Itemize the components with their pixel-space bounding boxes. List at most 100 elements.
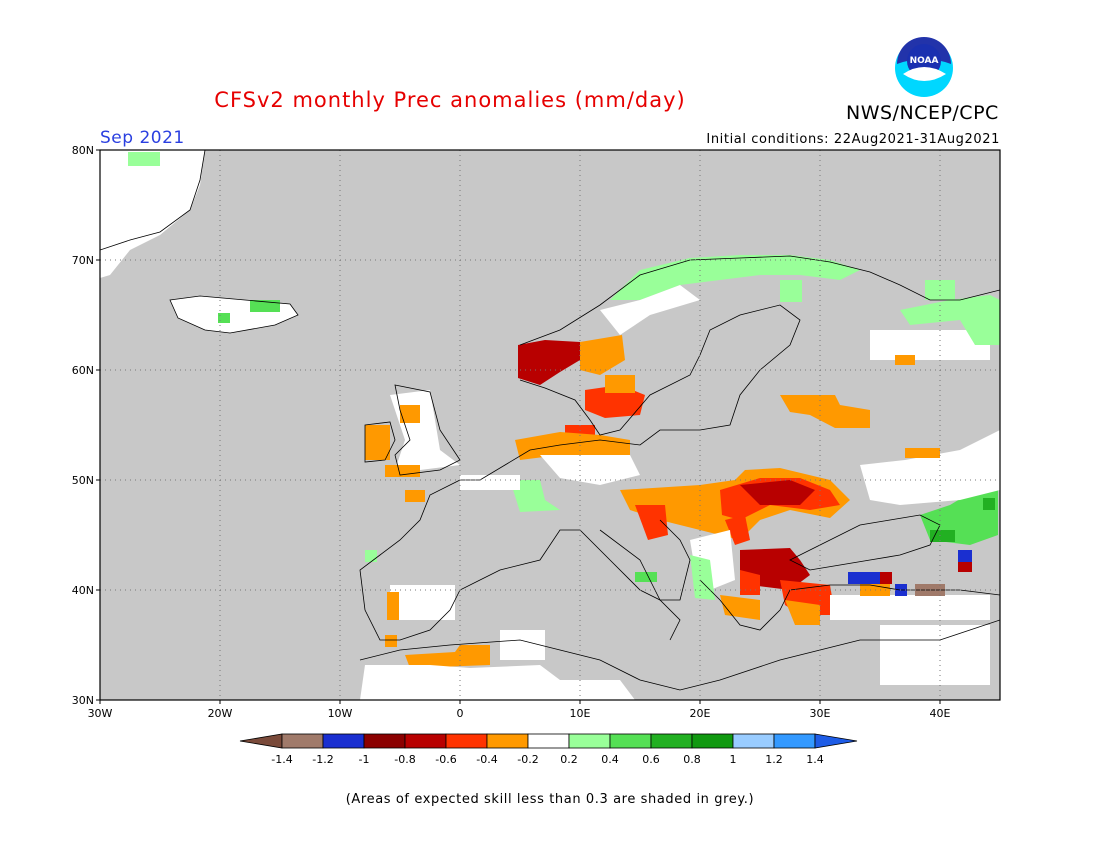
- caucasus-blue: [958, 550, 972, 562]
- lat-label: 70N: [72, 254, 94, 267]
- legend-colorbar: [239, 733, 858, 749]
- greece-orange: [720, 595, 760, 620]
- initial-conditions: Initial conditions: 22Aug2021-31Aug2021: [706, 132, 1000, 147]
- lon-label: 20W: [208, 707, 233, 720]
- lon-label: 10W: [328, 707, 353, 720]
- legend-swatch: [773, 733, 816, 749]
- germany-white: [540, 455, 640, 485]
- scandinavia-white: [600, 285, 700, 335]
- croatia-red: [635, 505, 668, 540]
- greenland-green: [128, 152, 160, 166]
- legend-label: -0.6: [435, 753, 456, 766]
- legend-label: 1.4: [806, 753, 824, 766]
- norway-orange: [580, 335, 625, 375]
- turkey-blue-1: [848, 572, 880, 584]
- legend-arrow-left: [239, 733, 283, 749]
- romania-red: [725, 515, 750, 545]
- forecast-period: Sep 2021: [100, 128, 185, 148]
- legend-label: 1.2: [765, 753, 783, 766]
- britain-orange: [400, 405, 420, 423]
- iceland-green-2: [218, 313, 230, 323]
- chart-title: CFSv2 monthly Prec anomalies (mm/day): [214, 88, 686, 112]
- legend-label: -0.2: [517, 753, 538, 766]
- anomaly-layer: [100, 150, 1000, 700]
- black-sea-orange: [905, 448, 940, 458]
- turkey-red: [880, 572, 892, 584]
- russia-orange-small: [895, 355, 915, 365]
- noaa-logo-text: NOAA: [910, 56, 939, 66]
- caucasus-green-small: [983, 498, 995, 510]
- germany-orange: [515, 432, 630, 460]
- legend-swatch: [527, 733, 570, 749]
- legend-swatch: [404, 733, 447, 749]
- black-sea-white: [860, 430, 1000, 505]
- ireland-orange: [365, 425, 390, 460]
- russia-orange: [780, 395, 870, 428]
- lat-label: 60N: [72, 364, 94, 377]
- iceland-green: [250, 300, 280, 312]
- cornwall-orange: [405, 490, 425, 502]
- algeria-white: [500, 630, 545, 660]
- legend-swatch: [568, 733, 611, 749]
- legend-swatch: [732, 733, 775, 749]
- latitude-axis: 80N 70N 60N 50N 40N 30N: [72, 144, 100, 707]
- lon-label: 40E: [930, 707, 951, 720]
- legend-label: 1: [730, 753, 737, 766]
- legend-swatch: [486, 733, 529, 749]
- legend-swatch: [322, 733, 365, 749]
- lon-label: 30E: [810, 707, 831, 720]
- longitude-axis: 30W 20W 10W 0 10E 20E 30E 40E: [88, 700, 951, 720]
- map-frame: [99, 149, 1001, 701]
- lon-label: 0: [457, 707, 464, 720]
- ukraine-darkred: [740, 480, 815, 505]
- spain-white: [390, 585, 455, 620]
- legend-label: -0.4: [476, 753, 497, 766]
- greenland-white: [100, 150, 205, 278]
- legend-swatch: [445, 733, 488, 749]
- lon-label: 10E: [570, 707, 591, 720]
- legend-swatch: [691, 733, 734, 749]
- legend-label: -1.4: [271, 753, 292, 766]
- sweden-red: [585, 385, 645, 418]
- portugal-green: [365, 550, 377, 562]
- england-orange: [385, 465, 420, 477]
- spain-orange: [387, 592, 399, 620]
- russia-green: [900, 295, 1000, 345]
- turkey-white: [830, 595, 990, 620]
- legend-labels: -1.4 -1.2 -1 -0.8 -0.6 -0.4 -0.2 0.2 0.4…: [271, 753, 823, 766]
- italy-green: [635, 572, 657, 582]
- lat-label: 50N: [72, 474, 94, 487]
- morocco-orange-2: [385, 635, 397, 647]
- france-white: [460, 475, 520, 490]
- norway-red: [518, 340, 580, 385]
- lon-label: 20E: [690, 707, 711, 720]
- skill-footnote: (Areas of expected skill less than 0.3 a…: [345, 792, 755, 807]
- morocco-orange: [405, 645, 490, 668]
- legend-swatch: [609, 733, 652, 749]
- noaa-logo: NOAA: [895, 37, 953, 97]
- legend-swatch: [363, 733, 406, 749]
- bulgaria-red: [740, 570, 760, 595]
- legend-label: -1: [359, 753, 370, 766]
- legend-swatch: [650, 733, 693, 749]
- legend-swatch: [281, 733, 324, 749]
- lat-label: 40N: [72, 584, 94, 597]
- lat-label: 30N: [72, 694, 94, 707]
- legend-label: 0.4: [601, 753, 619, 766]
- north-africa-white: [360, 665, 635, 700]
- sweden-orange: [605, 375, 635, 393]
- legend-label: 0.6: [642, 753, 660, 766]
- finland-green: [780, 280, 802, 302]
- scandinavia-north-green: [610, 255, 860, 300]
- legend-label: -1.2: [312, 753, 333, 766]
- caucasus-darkgreen: [930, 530, 955, 542]
- graticule: [100, 150, 1000, 700]
- legend-label: 0.8: [683, 753, 701, 766]
- lat-label: 80N: [72, 144, 94, 157]
- france-green: [510, 480, 560, 512]
- legend-label: -0.8: [394, 753, 415, 766]
- turkey-west-orange: [785, 600, 820, 625]
- caucasus-red: [958, 562, 972, 572]
- libya-white: [880, 625, 990, 685]
